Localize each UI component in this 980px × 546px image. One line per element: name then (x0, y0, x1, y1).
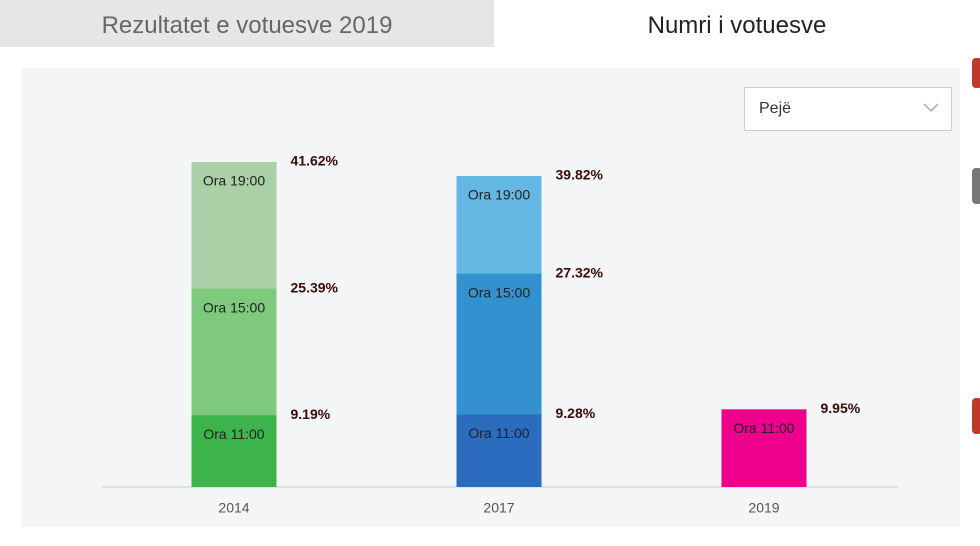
tab-active[interactable]: Numri i votuesve (494, 0, 980, 47)
segment-label: Ora 11:00 (203, 426, 264, 442)
segment-label: Ora 15:00 (468, 284, 530, 300)
dropdown-value: Pejë (759, 100, 792, 117)
edge-button[interactable] (972, 58, 980, 88)
value-label: 9.28% (556, 405, 596, 421)
bar (191, 415, 277, 487)
value-label: 41.62% (291, 153, 339, 169)
segment-label: Ora 19:00 (468, 187, 530, 203)
tab[interactable]: Rezultatet e votuesve 2019 (0, 0, 494, 47)
x-tick-label: 2019 (748, 500, 779, 516)
x-tick-label: 2017 (483, 500, 514, 516)
bar (456, 414, 542, 487)
value-label: 39.82% (556, 167, 604, 183)
dropdown-arrow (923, 103, 939, 113)
segment-label: Ora 15:00 (203, 299, 265, 315)
value-label: 9.19% (291, 406, 331, 422)
edge-button[interactable] (972, 168, 980, 204)
value-label: 25.39% (291, 279, 339, 295)
segment-label: Ora 11:00 (468, 425, 529, 441)
chart: 2014 Ora 19:00 41.62% Ora 15:00 25.39% Ora 11… (22, 68, 960, 527)
bar (721, 409, 807, 487)
value-label: 9.95% (821, 400, 861, 416)
segment-label: Ora 11:00 (733, 420, 794, 436)
dropdown[interactable]: Pejë (744, 87, 952, 131)
x-tick-label: 2014 (218, 500, 249, 516)
value-label: 27.32% (556, 264, 604, 280)
segment-label: Ora 19:00 (203, 173, 265, 189)
edge-button[interactable] (972, 398, 980, 434)
